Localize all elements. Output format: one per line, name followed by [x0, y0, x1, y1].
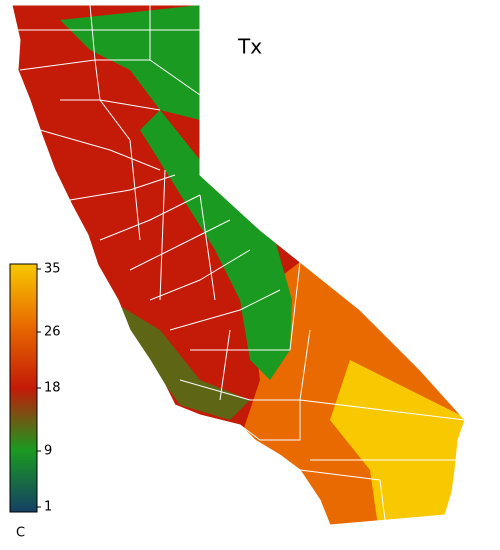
- map-title: Tx: [237, 35, 262, 59]
- cool-field: [140, 110, 292, 380]
- colorbar-unit: C: [16, 526, 25, 541]
- colorbar-tick-label: 35: [44, 262, 61, 277]
- colorbar-tick-label: 1: [44, 500, 52, 515]
- hot-field: [330, 360, 465, 525]
- cool-field-north: [60, 5, 200, 120]
- colorbar-tick-label: 18: [44, 381, 61, 396]
- colorbar-tick-label: 9: [44, 444, 52, 459]
- county-lines: [11, 4, 466, 526]
- colorbar: [9, 263, 38, 513]
- colorbar-tick-label: 26: [44, 325, 61, 340]
